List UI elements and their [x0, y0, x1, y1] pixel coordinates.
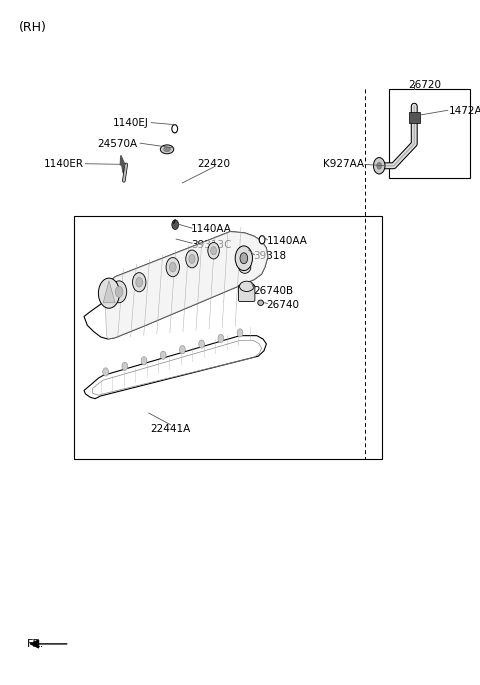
Circle shape: [160, 351, 166, 360]
Text: 39318: 39318: [253, 251, 287, 261]
Circle shape: [166, 258, 180, 277]
Circle shape: [98, 278, 120, 308]
Text: 26740: 26740: [266, 300, 300, 310]
Polygon shape: [84, 232, 268, 339]
Circle shape: [237, 329, 243, 337]
Circle shape: [103, 368, 108, 376]
Circle shape: [115, 286, 123, 297]
Ellipse shape: [164, 147, 170, 152]
Text: 1140AA: 1140AA: [191, 225, 232, 234]
Bar: [389, 89, 470, 178]
Ellipse shape: [239, 261, 251, 273]
Circle shape: [136, 277, 143, 287]
Circle shape: [377, 162, 382, 169]
Circle shape: [111, 281, 127, 303]
Circle shape: [199, 340, 204, 348]
Ellipse shape: [258, 300, 264, 306]
Circle shape: [122, 362, 128, 371]
Circle shape: [169, 262, 176, 272]
Text: 22420: 22420: [197, 160, 230, 169]
Circle shape: [172, 125, 178, 133]
Circle shape: [240, 253, 248, 264]
Text: 1140EJ: 1140EJ: [113, 119, 149, 128]
FancyBboxPatch shape: [239, 285, 255, 301]
Polygon shape: [103, 281, 115, 303]
Circle shape: [235, 246, 252, 271]
Text: 22441A: 22441A: [150, 425, 191, 434]
Circle shape: [132, 273, 146, 292]
Text: 39313C: 39313C: [191, 240, 231, 249]
FancyArrow shape: [120, 155, 124, 173]
Circle shape: [373, 158, 385, 174]
Circle shape: [211, 247, 216, 255]
Text: 1472AB: 1472AB: [449, 106, 480, 116]
Circle shape: [218, 334, 224, 342]
Text: 26720: 26720: [408, 80, 441, 90]
Polygon shape: [106, 232, 268, 339]
Text: (RH): (RH): [19, 21, 47, 34]
Circle shape: [189, 255, 195, 264]
Circle shape: [141, 357, 147, 365]
Text: K927AA: K927AA: [323, 160, 364, 169]
Text: FR.: FR.: [26, 639, 44, 649]
Bar: [409, 112, 420, 123]
Text: 26740B: 26740B: [253, 286, 294, 296]
Bar: [74, 216, 382, 459]
Text: 1140AA: 1140AA: [266, 236, 307, 246]
Text: 24570A: 24570A: [97, 139, 138, 149]
Circle shape: [208, 242, 219, 259]
Circle shape: [180, 345, 185, 353]
Ellipse shape: [160, 145, 174, 153]
Polygon shape: [84, 336, 266, 399]
Circle shape: [186, 250, 198, 268]
Text: 1140ER: 1140ER: [44, 160, 84, 169]
Circle shape: [259, 236, 265, 244]
Circle shape: [172, 220, 179, 229]
Ellipse shape: [240, 282, 254, 292]
